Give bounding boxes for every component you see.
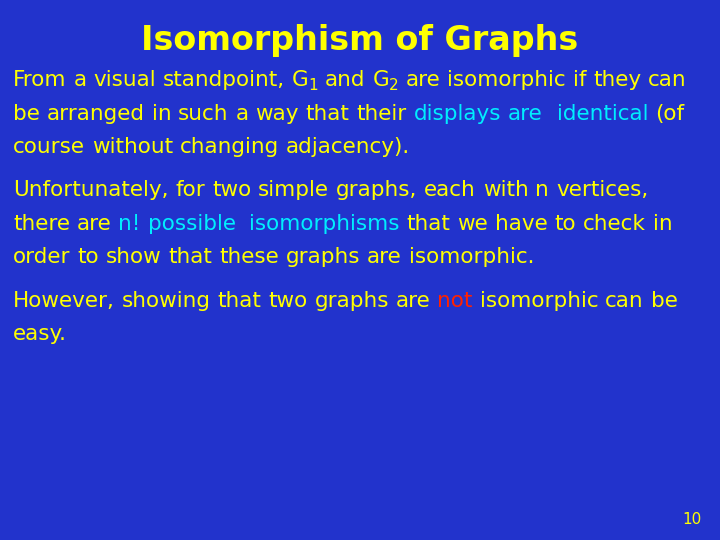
Text: in: in: [152, 104, 171, 124]
Text: can: can: [648, 70, 687, 90]
Text: vertices,: vertices,: [556, 180, 648, 200]
Text: a: a: [73, 70, 86, 90]
Text: to: to: [77, 247, 99, 267]
Text: show: show: [106, 247, 161, 267]
Text: they: they: [593, 70, 641, 90]
Text: in: in: [653, 214, 672, 234]
Text: However,: However,: [13, 291, 114, 310]
Text: with: with: [483, 180, 528, 200]
Text: easy.: easy.: [13, 324, 67, 344]
Text: two: two: [212, 180, 251, 200]
Text: such: such: [178, 104, 228, 124]
Text: be: be: [651, 291, 678, 310]
Text: 1: 1: [308, 78, 318, 93]
Text: simple: simple: [258, 180, 329, 200]
Text: graphs: graphs: [315, 291, 389, 310]
Text: identical: identical: [557, 104, 648, 124]
Text: isomorphic.: isomorphic.: [409, 247, 534, 267]
Text: Isomorphism of Graphs: Isomorphism of Graphs: [141, 24, 579, 57]
Text: if: if: [572, 70, 586, 90]
Text: and: and: [325, 70, 366, 90]
Text: without: without: [92, 137, 173, 157]
Text: From: From: [13, 70, 66, 90]
Text: graphs: graphs: [286, 247, 360, 267]
Text: these: these: [219, 247, 279, 267]
Text: isomorphisms: isomorphisms: [249, 214, 400, 234]
Text: are: are: [367, 247, 402, 267]
Text: for: for: [176, 180, 205, 200]
Text: order: order: [13, 247, 71, 267]
Text: are: are: [77, 214, 112, 234]
Text: we: we: [458, 214, 488, 234]
Text: G: G: [292, 70, 308, 90]
Text: way: way: [256, 104, 299, 124]
Text: arranged: arranged: [47, 104, 145, 124]
Text: be: be: [13, 104, 40, 124]
Text: 2: 2: [389, 78, 399, 93]
Text: n: n: [536, 180, 549, 200]
Text: n!: n!: [119, 214, 141, 234]
Text: that: that: [306, 104, 350, 124]
Text: there: there: [13, 214, 70, 234]
Text: showing: showing: [122, 291, 211, 310]
Text: are: are: [405, 70, 440, 90]
Text: are: are: [396, 291, 431, 310]
Text: that: that: [168, 247, 212, 267]
Text: possible: possible: [148, 214, 235, 234]
Text: that: that: [407, 214, 451, 234]
Text: their: their: [356, 104, 407, 124]
Text: a: a: [235, 104, 248, 124]
Text: course: course: [13, 137, 85, 157]
Text: isomorphic: isomorphic: [447, 70, 566, 90]
Text: adjacency).: adjacency).: [286, 137, 410, 157]
Text: not: not: [438, 291, 473, 310]
Text: have: have: [495, 214, 548, 234]
Text: check: check: [583, 214, 647, 234]
Text: changing: changing: [180, 137, 279, 157]
Text: each: each: [424, 180, 476, 200]
Text: standpoint,: standpoint,: [163, 70, 285, 90]
Text: Unfortunately,: Unfortunately,: [13, 180, 168, 200]
Text: to: to: [555, 214, 577, 234]
Text: isomorphic: isomorphic: [480, 291, 598, 310]
Text: can: can: [606, 291, 644, 310]
Text: visual: visual: [94, 70, 156, 90]
Text: that: that: [217, 291, 261, 310]
Text: graphs,: graphs,: [336, 180, 418, 200]
Text: are: are: [508, 104, 543, 124]
Text: two: two: [269, 291, 307, 310]
Text: G: G: [372, 70, 389, 90]
Text: 10: 10: [683, 511, 702, 526]
Text: displays: displays: [414, 104, 501, 124]
Text: (of: (of: [655, 104, 684, 124]
